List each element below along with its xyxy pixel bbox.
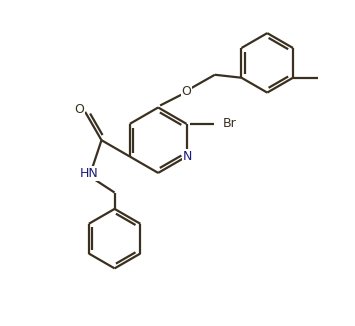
Text: HN: HN [79,167,98,180]
Text: Br: Br [222,117,236,130]
Text: N: N [183,150,192,163]
Text: O: O [74,103,84,116]
Text: O: O [181,85,191,97]
